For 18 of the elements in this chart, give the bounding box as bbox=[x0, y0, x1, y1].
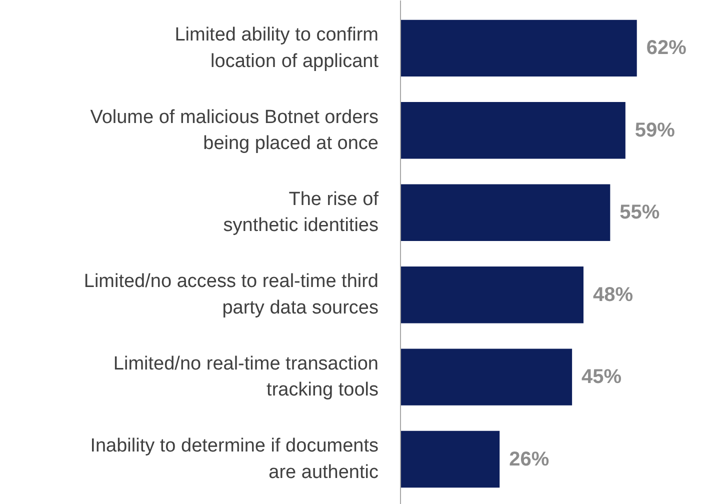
data-label: 48% bbox=[592, 284, 634, 306]
data-label: 55% bbox=[620, 202, 660, 224]
y-tick-label: Limited/no access to real-time third party data sources bbox=[84, 271, 379, 318]
y-tick-label: The rise of synthetic identities bbox=[223, 189, 380, 236]
bar bbox=[400, 20, 637, 77]
bar bbox=[400, 266, 584, 324]
bar bbox=[400, 430, 500, 488]
y-tick-label: Limited ability to confirm location of applicant bbox=[174, 24, 380, 72]
bar bbox=[400, 348, 572, 406]
data-label: 45% bbox=[582, 366, 622, 388]
y-tick-label: Limited/no real-time transaction tracking tools bbox=[113, 353, 379, 401]
bar bbox=[400, 184, 610, 241]
data-label: 26% bbox=[509, 448, 550, 470]
y-tick-label: Volume of malicious Botnet orders being placed at once bbox=[90, 106, 379, 154]
y-tick-label: Inability to determine if documents are authentic bbox=[90, 436, 379, 483]
data-label: 62% bbox=[646, 37, 687, 60]
data-label: 59% bbox=[634, 119, 676, 142]
bar bbox=[400, 102, 626, 159]
